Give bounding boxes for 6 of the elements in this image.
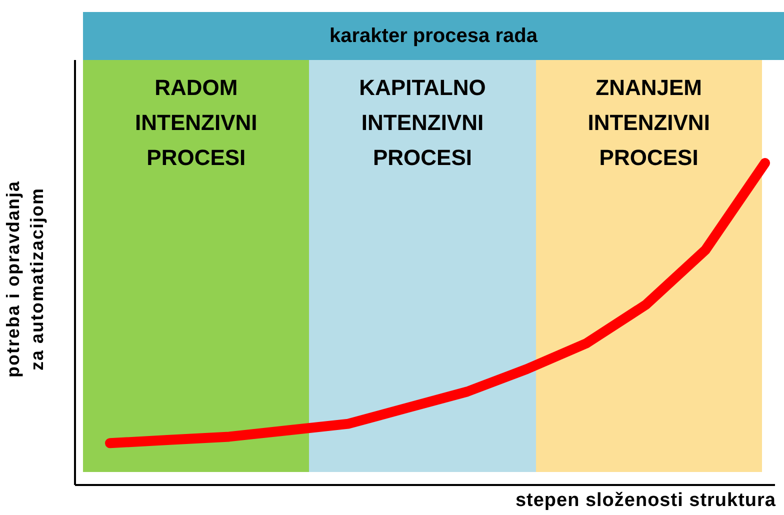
chart-title: karakter procesa rada — [83, 12, 784, 60]
x-axis-title: stepen složenosti struktura — [515, 490, 776, 512]
annotation: KAPITALNO INTENZIVNI PROCESI — [358, 74, 487, 172]
y-axis-title: potreba i opravdanja za automatizacijom — [2, 179, 48, 380]
annotation: ZNANJEM INTENZIVNI PROCESI — [586, 74, 711, 172]
annotation: RADOM INTENZIVNI PROCESI — [134, 74, 258, 172]
